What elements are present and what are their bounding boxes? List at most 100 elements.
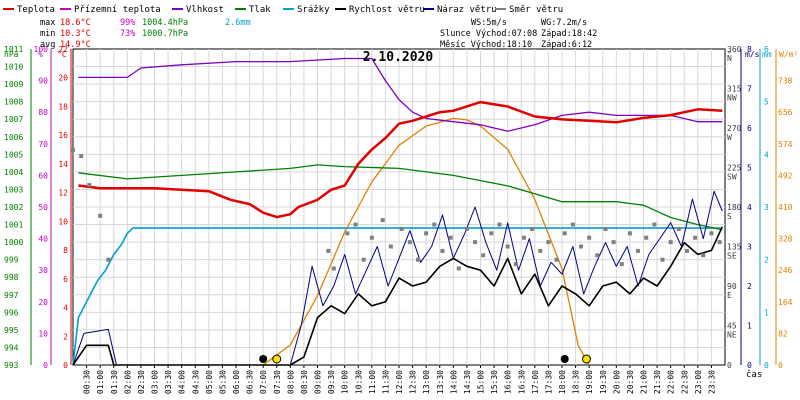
axes: 00:30 01:00 01:30 02:00 02:30 03:00 03:30 04:00… bbox=[4, 45, 798, 394]
tick-label-hpa: 1001 bbox=[4, 221, 23, 230]
series-gust-line bbox=[72, 190, 723, 366]
grid bbox=[72, 48, 726, 366]
x-tick-label: 14:00 bbox=[449, 370, 458, 394]
tick-label-wm2: 738 bbox=[778, 77, 793, 86]
tick-label-pct: 40 bbox=[38, 235, 48, 244]
wind-dir-point bbox=[432, 222, 437, 227]
x-tick-label: 17:30 bbox=[544, 370, 553, 394]
tick-label-pct: 10 bbox=[38, 329, 48, 338]
wind-dir-point bbox=[345, 231, 350, 236]
tick-label-deg: 270 bbox=[727, 124, 742, 133]
wind-dir-point bbox=[416, 257, 421, 262]
axis-label-mm: mm bbox=[762, 50, 772, 59]
tick-label-hpa: 1002 bbox=[4, 203, 23, 212]
x-tick-label: 18:00 bbox=[558, 370, 567, 394]
wind-dir-point bbox=[676, 226, 681, 231]
wind-dir-point bbox=[388, 244, 393, 249]
x-tick-label: 13:00 bbox=[422, 370, 431, 394]
tick-label-hpa: 995 bbox=[4, 326, 19, 335]
tick-label-hpa: 1009 bbox=[4, 80, 23, 89]
wind-dir-point bbox=[71, 147, 75, 152]
tick-label-ms: 4 bbox=[747, 203, 752, 212]
wind-dir-point bbox=[587, 235, 592, 240]
wind-dir-point bbox=[361, 257, 366, 262]
tick-label-deg: 135 bbox=[727, 243, 742, 252]
legend-label: Teplota bbox=[17, 5, 55, 15]
wind-dir-point bbox=[660, 257, 665, 262]
stat-pressure: 1004.4hPa bbox=[142, 18, 188, 28]
wind-dir-point bbox=[627, 231, 632, 236]
x-tick-label: 21:00 bbox=[640, 370, 649, 394]
tick-label-wm2: 0 bbox=[778, 361, 783, 370]
x-tick-label: 09:00 bbox=[314, 370, 323, 394]
x-tick-label: 11:00 bbox=[368, 370, 377, 394]
wind-dir-point bbox=[513, 262, 518, 267]
wind-dir-point bbox=[652, 222, 657, 227]
tick-label-ms: 0 bbox=[747, 361, 752, 370]
axis-label-hpa: hPa bbox=[4, 50, 19, 59]
x-tick-label: 00:30 bbox=[83, 370, 92, 394]
wind-dir-point bbox=[636, 248, 641, 253]
wind-dir-point bbox=[456, 266, 461, 271]
x-tick-label: 01:00 bbox=[96, 370, 105, 394]
tick-label-deg: 180 bbox=[727, 203, 742, 212]
tick-label-hpa: 999 bbox=[4, 256, 19, 265]
x-tick-label: 22:30 bbox=[680, 370, 689, 394]
tick-label-deg-dir: W bbox=[727, 133, 732, 142]
tick-label-ms: 7 bbox=[747, 85, 752, 94]
x-tick-label: 20:00 bbox=[612, 370, 621, 394]
legend-label: Vlhkost bbox=[186, 5, 224, 15]
tick-label-wm2: 492 bbox=[778, 171, 793, 180]
tick-label-degc: 18 bbox=[58, 102, 68, 111]
legend-label: Rychlost větru bbox=[349, 5, 425, 15]
stat-humidity: 73% bbox=[120, 29, 135, 39]
tick-label-degc: 4 bbox=[63, 304, 68, 313]
tick-label-ms: 8 bbox=[747, 45, 752, 54]
wind-dir-point bbox=[106, 257, 111, 262]
tick-label-ms: 1 bbox=[747, 322, 752, 331]
x-tick-label: 15:00 bbox=[477, 370, 486, 394]
wind-dir-point bbox=[489, 231, 494, 236]
tick-label-mm: 4 bbox=[764, 150, 769, 159]
axis-label-ms: m/s bbox=[745, 50, 760, 59]
stat-label: max bbox=[40, 18, 55, 28]
rain-marker-icon bbox=[560, 355, 569, 363]
tick-label-deg: 225 bbox=[727, 164, 742, 173]
legend-label: Směr větru bbox=[509, 5, 563, 15]
x-tick-label: 16:00 bbox=[504, 370, 513, 394]
rain-marker-icon bbox=[259, 355, 268, 363]
tick-label-mm: 6 bbox=[764, 45, 769, 54]
x-tick-label: 18:30 bbox=[572, 370, 581, 394]
tick-label-wm2: 410 bbox=[778, 203, 793, 212]
stat-label: min bbox=[40, 29, 55, 39]
wind-dir-point bbox=[530, 226, 535, 231]
wind-dir-point bbox=[464, 226, 469, 231]
wind-dir-point bbox=[611, 240, 616, 245]
series-temperature-line bbox=[78, 100, 723, 219]
wind-dir-point bbox=[701, 253, 706, 258]
tick-label-mm: 3 bbox=[764, 203, 769, 212]
tick-label-wm2: 328 bbox=[778, 235, 793, 244]
tick-label-deg-dir: NE bbox=[727, 331, 737, 340]
tick-label-hpa: 996 bbox=[4, 308, 19, 317]
x-tick-label: 14:30 bbox=[463, 370, 472, 394]
header-stats: max 18.6°C 99% 1004.4hPa 2.6mm min 10.3°C 73% 10… bbox=[40, 18, 597, 50]
tick-label-deg-dir: SW bbox=[727, 173, 737, 182]
series-wind-speed-line bbox=[72, 226, 724, 366]
wind-dir-point bbox=[380, 218, 385, 223]
tick-label-hpa: 994 bbox=[4, 343, 19, 352]
wind-dir-point bbox=[505, 244, 510, 249]
x-tick-label: 19:00 bbox=[585, 370, 594, 394]
chart-title: 2.10.2020 bbox=[363, 50, 434, 65]
tick-label-deg-dir: N bbox=[727, 54, 732, 63]
wind-dir-point bbox=[407, 240, 412, 245]
tick-label-pct: 60 bbox=[38, 171, 48, 180]
x-tick-label: 07:30 bbox=[273, 370, 282, 394]
info-moon: Měsíc Východ:18:10 bbox=[440, 40, 532, 50]
stat-temp: 14.9°C bbox=[60, 40, 91, 50]
tick-label-hpa: 1010 bbox=[4, 63, 23, 72]
legend: Teplota Přízemní teplota Vlhkost Tlak Srážky… bbox=[3, 5, 563, 15]
x-tick-label: 23:30 bbox=[707, 370, 716, 394]
x-tick-label: 06:00 bbox=[232, 370, 241, 394]
